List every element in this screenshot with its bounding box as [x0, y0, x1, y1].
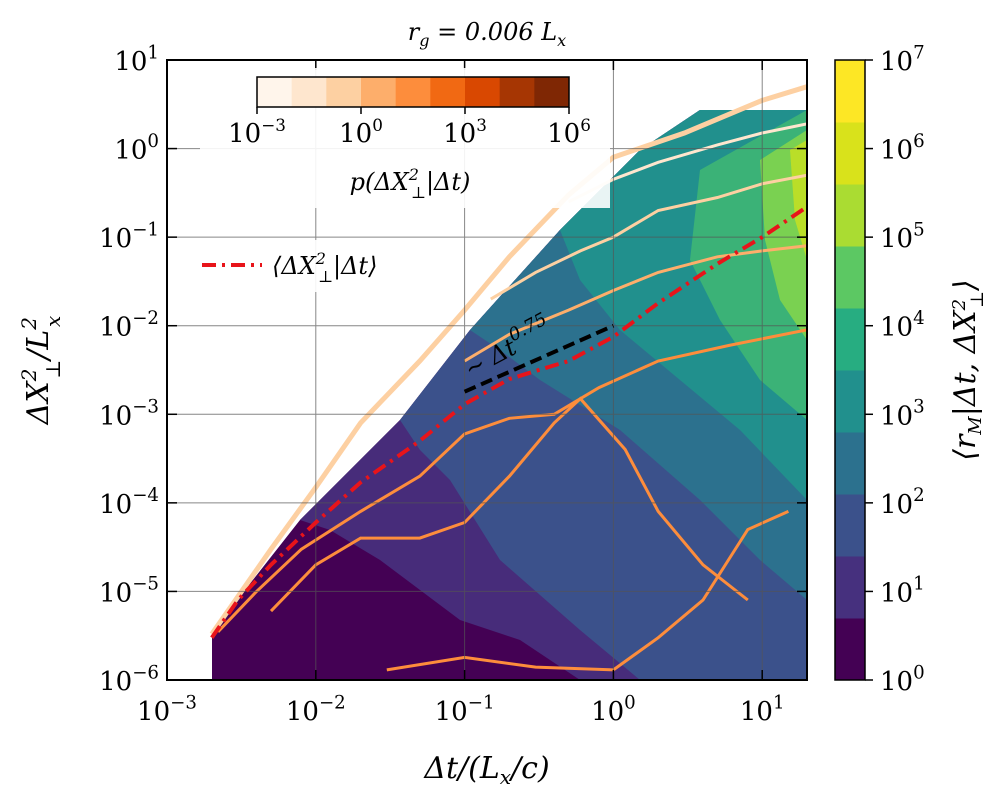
x-axis-label: Δt/(Lx/c) [423, 751, 549, 789]
heatmap-band-7 [790, 140, 807, 260]
colorbar-swatch [835, 556, 865, 619]
colorbar-label: ⟨rM|Δt, ΔX2⊥⟩ [948, 279, 988, 461]
inset-colorbar-swatch [361, 77, 397, 107]
y-tick-label: 10−3 [99, 397, 159, 432]
probability-contour-edge [209, 84, 807, 636]
colorbar-swatches [835, 60, 865, 681]
inset-colorbar-swatches [257, 77, 570, 107]
inset-colorbar-swatch [534, 77, 570, 107]
colorbar-tick-label: 102 [880, 485, 925, 520]
inset-colorbar-frame [256, 76, 570, 108]
colorbar-swatch [835, 370, 865, 433]
y-tick-label: 10−5 [99, 574, 159, 609]
inset-colorbar-swatch [291, 77, 327, 107]
colorbar-swatch [835, 122, 865, 185]
inset-colorbar-tick-label: 10−3 [228, 115, 286, 149]
inset-colorbar-swatch [395, 77, 431, 107]
plot-frame [166, 59, 808, 681]
probability-contour [490, 173, 807, 301]
colorbar-tick-label: 105 [880, 219, 925, 254]
colorbar-frame [834, 59, 866, 681]
colorbar: 100 101 102 103 104 105 106 107 ⟨rM|Δt, ΔX2⊥⟩ [834, 42, 988, 697]
y-axis-label: ΔX2⊥/L2x [17, 316, 65, 426]
x-tick-label: 10−2 [286, 692, 346, 727]
powerlaw-line [463, 323, 615, 394]
probability-contour [386, 510, 790, 672]
x-tick-label: 10−1 [435, 692, 495, 727]
x-axis-ticks: 10−3 10−2 10−1 100 101 [137, 60, 785, 727]
probability-contour [463, 244, 807, 363]
series-lines [210, 205, 807, 639]
inset-colorbar-swatch [257, 77, 293, 107]
y-tick-label: 100 [114, 131, 159, 166]
chart-title: rg = 0.006 Lx [408, 18, 566, 50]
inset-colorbar-swatch [499, 77, 535, 107]
colorbar-tick-label: 107 [880, 42, 925, 77]
x-tick-label: 101 [740, 692, 785, 727]
y-axis-ticks: 10−6 10−5 10−4 10−3 10−2 10−1 100 101 [99, 42, 807, 697]
legend: ⟨ΔX2 ⊥|Δt⟩ [190, 240, 460, 292]
y-tick-label: 10−6 [99, 662, 159, 697]
colorbar-swatch [835, 432, 865, 495]
colorbar-tick-label: 106 [880, 131, 925, 166]
colorbar-tick-label: 100 [880, 662, 925, 697]
inset-colorbar-swatch [465, 77, 501, 107]
inset-colorbar-ticks: 10−3 100 103 106 [228, 107, 591, 149]
x-tick-label: 10−3 [137, 692, 197, 727]
inset-colorbar-swatch [430, 77, 466, 107]
colorbar-swatch [835, 618, 865, 681]
x-tick-label: 100 [591, 692, 636, 727]
inset-colorbar-swatch [326, 77, 362, 107]
colorbar-swatch [835, 246, 865, 309]
y-tick-label: 10−2 [99, 308, 159, 343]
colorbar-swatch [835, 308, 865, 371]
inset-colorbar-tick-label: 100 [339, 115, 383, 149]
inset-colorbar-tick-label: 106 [547, 115, 591, 149]
probability-contour [269, 396, 749, 613]
inset-colorbar: 10−3 100 103 106 p(ΔX2 ⊥|Δt) [200, 68, 610, 208]
probability-contours [209, 84, 807, 672]
legend-label-mean: ⟨ΔX2 ⊥|Δt⟩ [272, 249, 377, 286]
y-tick-label: 10−4 [99, 485, 159, 520]
colorbar-swatch [835, 60, 865, 123]
inset-colorbar-tick-label: 103 [443, 115, 487, 149]
y-tick-label: 10−1 [99, 219, 159, 254]
inset-colorbar-label: p(ΔX2 ⊥|Δt) [350, 165, 471, 202]
colorbar-swatch [835, 494, 865, 557]
colorbar-swatch [835, 184, 865, 247]
colorbar-tick-label: 101 [880, 574, 925, 609]
probability-contour [216, 328, 807, 633]
colorbar-tick-label: 103 [880, 397, 925, 432]
y-tick-label: 101 [114, 42, 159, 77]
colorbar-tick-label: 104 [880, 308, 925, 343]
colorbar-ticks: 100 101 102 103 104 105 106 107 [865, 42, 925, 697]
